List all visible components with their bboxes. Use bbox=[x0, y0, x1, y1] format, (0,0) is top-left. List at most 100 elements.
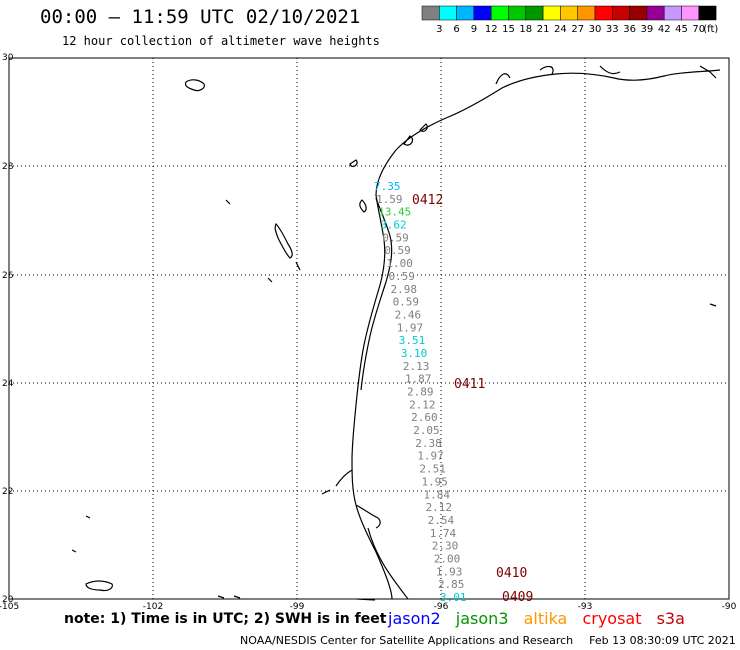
color-swatch bbox=[594, 5, 613, 21]
graticule bbox=[9, 58, 729, 599]
color-scale-tick-label: 21 bbox=[537, 24, 550, 35]
satellite-legend: jason2 jason3 altika cryosat s3a bbox=[388, 609, 695, 628]
color-scale-tick-label: 3 bbox=[436, 24, 442, 35]
swh-value: 2.60 bbox=[411, 411, 438, 424]
color-swatch bbox=[525, 5, 544, 21]
color-scale-tick-label: 70 bbox=[692, 24, 705, 35]
color-swatch bbox=[629, 5, 648, 21]
swh-value: 2.46 bbox=[395, 308, 422, 321]
latitude-label: 28 bbox=[2, 162, 14, 172]
swh-value: 2.38 bbox=[415, 437, 442, 450]
swh-value: 2.85 bbox=[438, 578, 465, 591]
credit-line: NOAA/NESDIS Center for Satellite Applica… bbox=[240, 634, 736, 647]
swh-value: 2.30 bbox=[432, 540, 459, 553]
color-swatch bbox=[473, 5, 492, 21]
swh-value: 3.01 bbox=[440, 591, 467, 604]
color-scale-tick-label: 6 bbox=[453, 24, 459, 35]
color-swatch bbox=[612, 5, 630, 21]
color-swatch bbox=[421, 5, 440, 21]
swh-value: 1.95 bbox=[421, 475, 448, 488]
swh-value-track: 7.351.5913.453.620.590.591.000.592.980.5… bbox=[374, 180, 467, 604]
swh-value: 0.59 bbox=[388, 270, 415, 283]
pass-label: 0410 bbox=[496, 566, 527, 581]
color-swatch bbox=[490, 5, 509, 21]
swh-value: 1.87 bbox=[405, 373, 432, 386]
swh-value: 0.59 bbox=[384, 244, 411, 257]
swh-value: 2.89 bbox=[407, 386, 434, 399]
color-scale-tick-label: 27 bbox=[571, 24, 584, 35]
pass-label: 0409 bbox=[502, 590, 533, 605]
color-scale-tick-label: 39 bbox=[641, 24, 654, 35]
swh-value: 2.05 bbox=[413, 424, 440, 437]
swh-value: 1.93 bbox=[436, 565, 463, 578]
color-swatch bbox=[508, 5, 527, 21]
legend-jason3: jason3 bbox=[455, 609, 509, 628]
latitude-label: 22 bbox=[2, 487, 13, 497]
color-swatch bbox=[646, 5, 665, 21]
swh-value: 1.74 bbox=[430, 527, 457, 540]
longitude-label: -90 bbox=[722, 602, 737, 612]
pass-label: 0412 bbox=[412, 193, 443, 208]
color-swatch bbox=[456, 5, 475, 21]
swh-value: 2.13 bbox=[403, 360, 430, 373]
latitude-label: 26 bbox=[2, 271, 14, 281]
swh-value: 2.12 bbox=[409, 398, 436, 411]
longitude-label: -99 bbox=[290, 602, 305, 612]
color-swatch bbox=[439, 5, 457, 21]
latitude-label: 30 bbox=[2, 53, 14, 63]
color-scale-tick-label: 36 bbox=[623, 24, 636, 35]
color-scale-tick-label: 9 bbox=[471, 24, 477, 35]
color-swatch bbox=[681, 5, 700, 21]
color-scale-tick-label: 33 bbox=[606, 24, 619, 35]
pass-labels: 0412 0411 0410 0409 bbox=[412, 193, 533, 605]
swh-value: 1.59 bbox=[376, 193, 403, 206]
color-swatch bbox=[698, 5, 717, 21]
page-subtitle: 12 hour collection of altimeter wave hei… bbox=[62, 34, 380, 48]
color-scale-tick-label: 45 bbox=[675, 24, 688, 35]
swh-value: 2.54 bbox=[428, 514, 455, 527]
legend-cryosat: cryosat bbox=[582, 609, 642, 628]
legend-jason2: jason2 bbox=[388, 609, 441, 628]
swh-value: 0.59 bbox=[393, 296, 420, 309]
page-title: 00:00 – 11:59 UTC 02/10/2021 bbox=[40, 6, 361, 28]
note-text: note: 1) Time is in UTC; 2) SWH is in fe… bbox=[64, 611, 387, 627]
color-scale-tick-label: 42 bbox=[658, 24, 671, 35]
swh-value: 1.84 bbox=[424, 488, 451, 501]
latitude-label: 20 bbox=[2, 595, 14, 605]
swh-value: 7.35 bbox=[374, 180, 401, 193]
longitude-label: -96 bbox=[434, 602, 449, 612]
color-scale-tick-label: 15 bbox=[502, 24, 515, 35]
longitude-label: -93 bbox=[578, 602, 593, 612]
swh-value: 2.51 bbox=[419, 463, 446, 476]
pass-label: 0411 bbox=[454, 377, 485, 392]
color-swatch bbox=[577, 5, 596, 21]
swh-value: 0.59 bbox=[382, 231, 409, 244]
credit-text: NOAA/NESDIS Center for Satellite Applica… bbox=[240, 634, 574, 647]
swh-value: 3.51 bbox=[399, 334, 426, 347]
color-scale-bar bbox=[421, 5, 717, 21]
swh-value: 2.12 bbox=[426, 501, 453, 514]
color-swatch bbox=[663, 5, 682, 21]
axis-labels: -105 -102 -99 -96 -93 -90 30 28 26 24 22 20 bbox=[0, 53, 737, 612]
timestamp: Feb 13 08:30:09 UTC 2021 bbox=[589, 634, 736, 647]
swh-value: 3.62 bbox=[380, 219, 407, 232]
legend-altika: altika bbox=[523, 609, 568, 628]
legend-s3a: s3a bbox=[656, 609, 685, 628]
swh-value: 3.10 bbox=[401, 347, 428, 360]
swh-value: 2.98 bbox=[391, 283, 418, 296]
latitude-label: 24 bbox=[2, 379, 14, 389]
coastline bbox=[71, 65, 721, 601]
longitude-label: -105 bbox=[0, 602, 19, 612]
color-scale-unit: (ft) bbox=[703, 24, 718, 35]
swh-value: 2.00 bbox=[434, 552, 461, 565]
color-swatch bbox=[542, 5, 561, 21]
color-scale-tick-label: 12 bbox=[485, 24, 498, 35]
color-scale-tick-label: 18 bbox=[519, 24, 532, 35]
color-scale-labels: 3 6 9 12 15 18 21 24 27 30 33 36 39 42 45 70(ft) bbox=[436, 24, 718, 35]
color-scale-tick-label: 24 bbox=[554, 24, 567, 35]
color-swatch bbox=[560, 5, 578, 21]
swh-value: 1.00 bbox=[386, 257, 413, 270]
swh-value: 1.97 bbox=[417, 450, 444, 463]
